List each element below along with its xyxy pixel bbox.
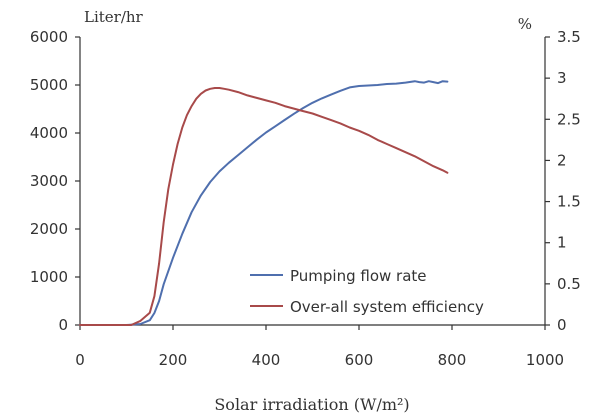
ticks: 0 200 400 600 800 1000 0 1000 2000 3000 4000 5000 60… [30, 28, 581, 369]
x-tick-label: 600 [345, 351, 374, 369]
legend: Pumping flow rate Over-all system effici… [250, 267, 484, 316]
right-y-tick-label: 2 [557, 151, 567, 169]
left-y-tick-label: 2000 [30, 220, 68, 238]
left-y-tick-label: 5000 [30, 76, 68, 94]
left-y-tick-label: 1000 [30, 268, 68, 286]
right-y-tick-label: 3 [557, 69, 567, 87]
right-y-tick-label: 3.5 [557, 28, 581, 46]
legend-label-pumping-flow-rate: Pumping flow rate [290, 267, 427, 285]
right-axis-unit-label: % [518, 15, 532, 33]
right-y-tick-label: 0.5 [557, 275, 581, 293]
x-tick-label: 800 [438, 351, 467, 369]
left-y-tick-label: 6000 [30, 28, 68, 46]
series-line-pumping-flow-rate [79, 80, 449, 326]
series-line-over-all-system-efficiency [79, 87, 449, 326]
x-tick-label: 200 [159, 351, 188, 369]
left-y-tick-label: 3000 [30, 172, 68, 190]
x-axis-label: Solar irradiation (W/m²) [214, 395, 409, 414]
x-tick-label: 400 [252, 351, 281, 369]
left-axis-unit-label: Liter/hr [84, 8, 144, 26]
left-y-tick-label: 4000 [30, 124, 68, 142]
right-y-tick-label: 1.5 [557, 193, 581, 211]
right-y-tick-label: 0 [557, 316, 567, 334]
legend-label-over-all-system-efficiency: Over-all system efficiency [290, 298, 484, 316]
series-lines [79, 80, 449, 326]
left-y-tick-label: 0 [58, 316, 68, 334]
x-tick-label: 1000 [526, 351, 564, 369]
right-y-tick-label: 2.5 [557, 110, 581, 128]
x-tick-label: 0 [75, 351, 85, 369]
right-y-tick-label: 1 [557, 234, 567, 252]
